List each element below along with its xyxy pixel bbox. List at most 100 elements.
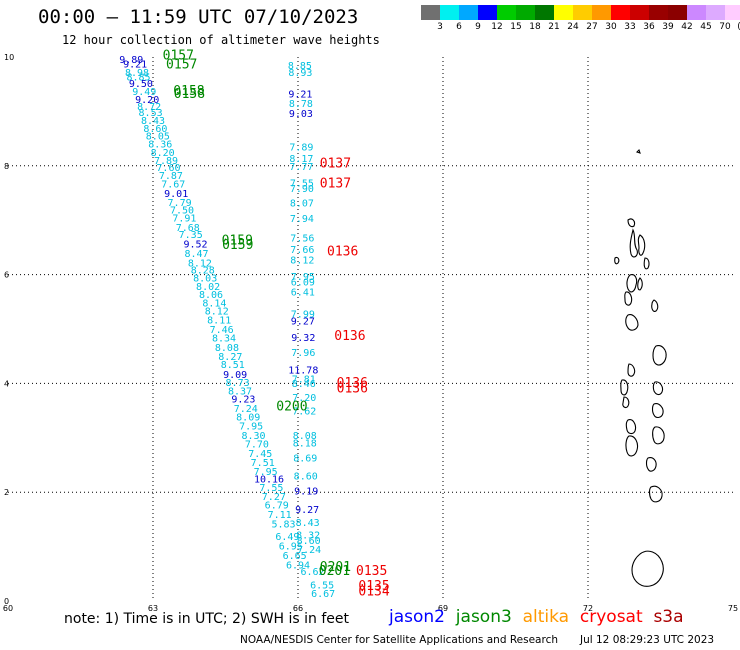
legend-jason2: jason2 xyxy=(389,607,456,627)
wave-height-value: 7.94 xyxy=(290,214,314,225)
wave-height-value: 7.56 xyxy=(290,233,314,244)
pass-time-label: 0135 xyxy=(358,579,389,594)
wave-height-value: 7.60 xyxy=(156,163,180,174)
colorbar-label: 6 xyxy=(456,22,462,32)
pass-time-label: 0158 xyxy=(173,84,204,99)
island-shape xyxy=(620,379,629,396)
colorbar-label: 24 xyxy=(567,22,579,32)
colorbar-swatch xyxy=(421,5,440,20)
wave-height-value: 8.60 xyxy=(294,472,318,483)
x-tick-label: 63 xyxy=(148,604,158,613)
colorbar-label: 15 xyxy=(510,22,522,32)
wave-height-values: 9.899.218.988.859.509.499.208.728.538.43… xyxy=(119,55,335,600)
wave-height-value: 8.93 xyxy=(288,68,312,79)
wave-height-value: 9.09 xyxy=(223,370,247,381)
wave-height-value: 7.51 xyxy=(251,458,275,469)
wave-height-colorbar xyxy=(421,5,740,20)
pass-time-label: 0159 xyxy=(222,238,253,253)
wave-height-value: 8.32 xyxy=(296,530,320,541)
pass-time-label: 0137 xyxy=(320,177,351,192)
colorbar-swatch xyxy=(592,5,611,20)
island-shape xyxy=(625,419,637,435)
colorbar-swatch xyxy=(497,5,516,20)
wave-height-value: 7.90 xyxy=(290,184,314,195)
wave-height-value: 6.62 xyxy=(300,567,324,578)
island-shape xyxy=(637,277,643,291)
wave-height-value: 7.68 xyxy=(176,223,200,234)
wave-height-value: 7.45 xyxy=(248,449,272,460)
pass-time-label: 0136 xyxy=(334,329,365,344)
island-shape xyxy=(648,485,663,503)
island-shape xyxy=(627,363,636,377)
wave-height-value: 7.70 xyxy=(245,440,269,451)
wave-height-value: 7.77 xyxy=(289,162,313,173)
island-shape xyxy=(645,457,657,472)
colorbar-swatch xyxy=(649,5,668,20)
wave-height-value: 7.95 xyxy=(254,467,278,478)
y-tick-label: 6 xyxy=(4,271,9,280)
satellite-legend: jason2 jason3 altika cryosat s3a xyxy=(389,607,684,627)
legend-altika: altika xyxy=(522,607,580,627)
wave-height-value: 8.05 xyxy=(146,132,170,143)
wave-height-value: 7.81 xyxy=(292,374,316,385)
island-shape xyxy=(624,291,633,306)
colorbar-swatch xyxy=(554,5,573,20)
wave-height-value: 9.03 xyxy=(289,109,313,120)
colorbar-swatch xyxy=(611,5,630,20)
pass-time-labels: 0157015701580158015901590200020102010137… xyxy=(163,49,390,600)
island-shape xyxy=(652,381,664,396)
wave-height-value: 7.91 xyxy=(172,213,196,224)
pass-time-label: 0136 xyxy=(327,245,358,260)
wave-height-value: 6.95 xyxy=(279,541,303,552)
wave-height-value: 6.55 xyxy=(310,580,334,591)
wave-height-value: 8.02 xyxy=(196,282,220,293)
wave-height-value: 8.60 xyxy=(143,124,167,135)
island-shape xyxy=(625,435,639,457)
island-shape xyxy=(635,148,641,154)
wave-height-value: 8.43 xyxy=(296,518,320,529)
island-shape xyxy=(631,550,664,587)
wave-height-value: 7.62 xyxy=(292,406,316,417)
wave-height-value: 8.36 xyxy=(148,139,172,150)
legend-jason3: jason3 xyxy=(455,607,523,627)
colorbar-label: 33 xyxy=(624,22,636,32)
colorbar-swatch xyxy=(573,5,592,20)
wave-height-value: 9.52 xyxy=(183,239,207,250)
colorbar-swatch xyxy=(459,5,478,20)
wave-height-value: 8.18 xyxy=(293,439,317,450)
colorbar-label: 9 xyxy=(475,22,481,32)
wave-height-value: 6.49 xyxy=(275,532,299,543)
colorbar-label: (ft) xyxy=(733,22,740,32)
y-tick-label: 0 xyxy=(4,597,9,606)
pass-time-label: 0200 xyxy=(276,400,307,415)
colorbar-label: 39 xyxy=(662,22,674,32)
wave-height-value: 8.11 xyxy=(207,316,231,327)
wave-height-value: 7.24 xyxy=(234,404,258,415)
pass-time-label: 0135 xyxy=(356,564,387,579)
colorbar-label: 21 xyxy=(548,22,560,32)
wave-height-value: 7.55 xyxy=(290,178,314,189)
grid-lines xyxy=(8,57,733,601)
wave-height-value: 8.12 xyxy=(290,256,314,267)
wave-height-value: 7.89 xyxy=(154,156,178,167)
colorbar-label: 30 xyxy=(605,22,617,32)
x-tick-label: 60 xyxy=(3,604,13,613)
pass-time-label: 0134 xyxy=(358,585,389,600)
wave-height-value: 9.49 xyxy=(132,87,156,98)
colorbar-swatch xyxy=(440,5,459,20)
wave-height-value: 8.06 xyxy=(199,290,223,301)
colorbar-label: 70 xyxy=(719,22,731,32)
pass-time-label: 0201 xyxy=(319,564,350,579)
footer-credit: NOAA/NESDIS Center for Satellite Applica… xyxy=(240,634,558,646)
footer-timestamp: Jul 12 08:29:23 UTC 2023 xyxy=(580,634,715,646)
wave-height-value: 8.28 xyxy=(191,266,215,277)
island-shape xyxy=(651,403,664,418)
y-tick-label: 8 xyxy=(4,162,9,171)
colorbar-label: 18 xyxy=(529,22,541,32)
wave-height-value: 8.43 xyxy=(141,116,165,127)
wave-height-value: 7.95 xyxy=(239,422,263,433)
x-tick-label: 66 xyxy=(293,604,303,613)
colorbar-swatch xyxy=(725,5,740,20)
wave-height-value: 8.73 xyxy=(226,378,250,389)
